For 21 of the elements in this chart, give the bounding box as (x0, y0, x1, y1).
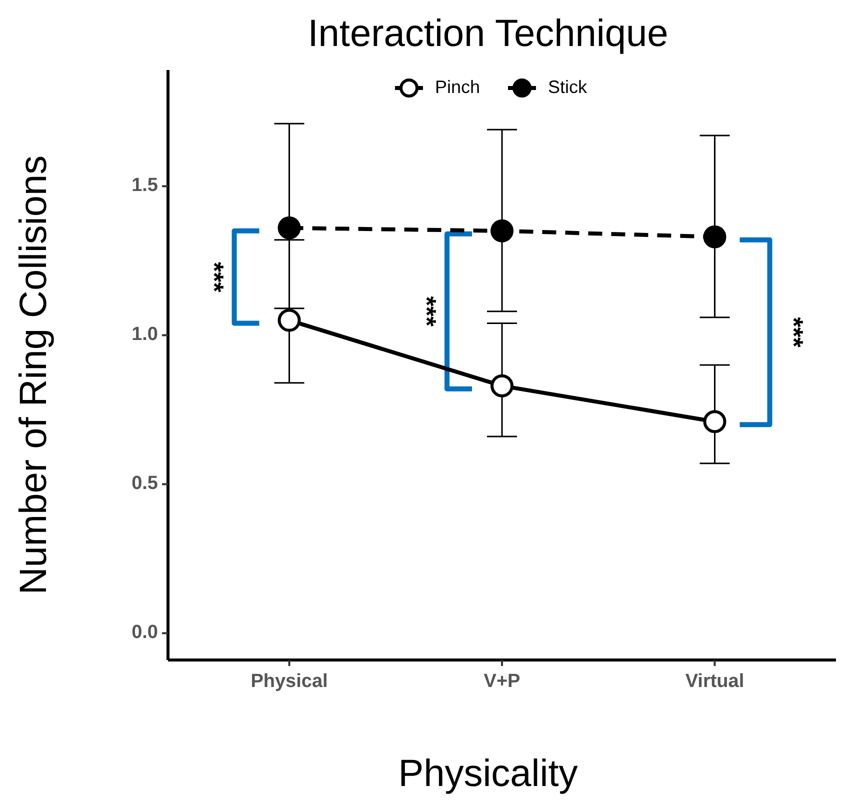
point (703, 410, 726, 434)
point (703, 225, 726, 248)
annotation: *** (412, 296, 442, 328)
point (490, 219, 514, 242)
legend-label: Pinch (435, 76, 480, 97)
x-tick-label: Physical (250, 671, 328, 692)
point (490, 374, 514, 398)
point (278, 308, 301, 332)
y-tick-label: 1.0 (132, 324, 158, 346)
x-tick-label: V+P (484, 671, 521, 692)
x-tick-label: Virtual (685, 671, 744, 692)
chart-title: Interaction Technique (308, 13, 668, 56)
point (278, 216, 301, 240)
annotation: *** (199, 262, 230, 294)
legend-label: Stick (548, 76, 588, 97)
y-axis-title: Number of Ring Collisions (13, 155, 56, 595)
y-tick-label: 1.5 (132, 175, 158, 196)
y-tick-label: 0.0 (132, 622, 158, 644)
annotation: *** (778, 317, 809, 348)
x-axis-title: Physicality (398, 753, 578, 796)
y-tick-label: 0.5 (132, 473, 158, 494)
